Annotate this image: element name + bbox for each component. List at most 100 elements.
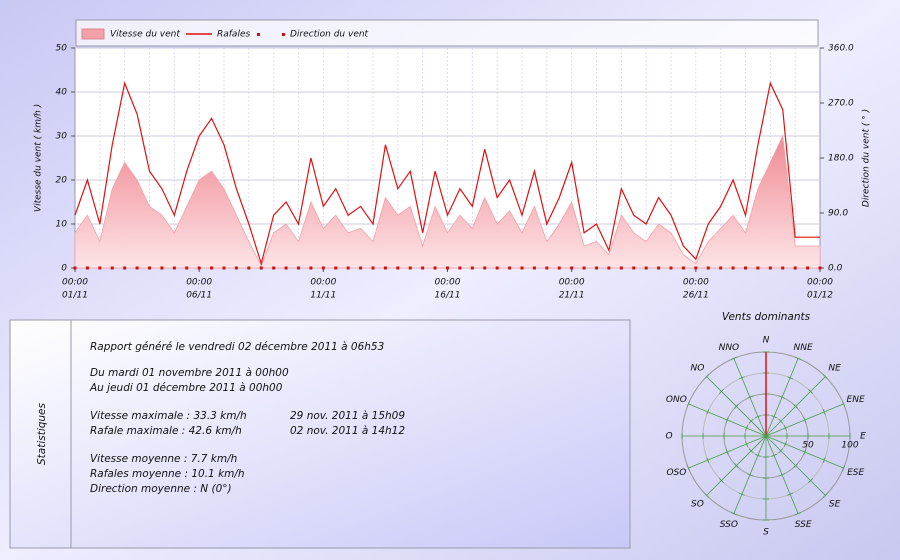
rose-direction: SSO (720, 520, 738, 530)
rose-spoke-tick (779, 395, 785, 399)
max-date: 29 nov. 2011 à 15h09 (290, 410, 405, 422)
direction-dot (123, 266, 127, 270)
y2-tick-label: 360.0 (828, 44, 854, 54)
rose-direction: SSE (795, 520, 812, 530)
max-label: Rafale maximale : 42.6 km/h (90, 425, 242, 437)
rose-spoke-tick (747, 395, 753, 399)
direction-dot (520, 266, 524, 270)
direction-dot (706, 266, 710, 270)
direction-dot (234, 266, 238, 270)
rose-spoke-tick (686, 465, 690, 472)
gust-line (74, 81, 820, 266)
y2-tick-label: 270.0 (828, 99, 854, 109)
direction-dot (110, 266, 114, 270)
direction-dot (309, 266, 313, 270)
rose-spoke-tick (795, 512, 802, 516)
rose-direction: NNO (719, 343, 740, 353)
x-tick-time: 00:00 (807, 278, 833, 288)
rose-spoke-tick (725, 449, 729, 455)
direction-dot (607, 266, 611, 270)
direction-dot (781, 266, 785, 270)
y-tick-label: 40 (56, 88, 68, 98)
y-tick-label: 50 (56, 44, 68, 54)
rose-spoke-tick (755, 453, 761, 457)
rose-direction: S (763, 528, 769, 538)
rose-spoke-tick (738, 376, 745, 380)
period: Du mardi 01 novembre 2011 à 00h00 (90, 367, 289, 379)
rose-spoke-tick (704, 492, 710, 498)
direction-dot (396, 266, 400, 270)
direction-dot (669, 266, 673, 270)
rose-spoke-tick (771, 415, 777, 419)
period: Au jeudi 01 décembre 2011 à 00h00 (89, 382, 283, 394)
y-tick-label: 30 (56, 132, 68, 142)
rose-spoke-tick (787, 376, 794, 380)
legend-label: Rafales (217, 30, 250, 40)
x-tick-time: 00:00 (62, 278, 88, 288)
direction-dot (768, 266, 772, 270)
direction-dot (346, 266, 350, 270)
legend-label: Vitesse du vent (110, 30, 180, 40)
rose-spoke-tick (745, 441, 749, 447)
rose-spoke-tick (803, 417, 807, 423)
direction-dot (222, 266, 226, 270)
direction-dot (210, 266, 214, 270)
direction-dot (259, 266, 263, 270)
x-tick-label: 21/11 (559, 291, 585, 301)
average: Vitesse moyenne : 7.7 km/h (90, 453, 237, 465)
rose-spoke-tick (719, 389, 724, 394)
direction-dot (85, 266, 89, 270)
direction-dot (644, 266, 648, 270)
y-tick-label: 20 (56, 176, 68, 186)
rose-spoke-tick (748, 418, 754, 424)
max-label: Vitesse maximale : 33.3 km/h (90, 410, 247, 422)
direction-dot (557, 266, 561, 270)
report: Rapport généré le vendredi 02 décembre 2… (90, 341, 384, 353)
rose-spoke-tick (747, 473, 753, 477)
rose-spoke-tick (733, 463, 739, 469)
rose-spoke-tick (795, 356, 802, 360)
x-tick-label: 11/11 (310, 291, 336, 301)
rose-spoke-tick (730, 512, 737, 516)
rose-spoke-tick (822, 492, 828, 498)
direction-dot (532, 266, 536, 270)
rose-spoke-tick (783, 441, 787, 447)
rose-spoke-tick (725, 417, 729, 423)
direction-dot (495, 266, 499, 270)
rose-spoke-tick (755, 415, 761, 419)
rose-spoke-tick (738, 492, 745, 496)
direction-dot (458, 266, 462, 270)
x-tick-label: 01/11 (62, 291, 88, 301)
rose-spoke-tick (719, 478, 724, 483)
legend-swatch (81, 28, 105, 40)
rose-spoke-tick (803, 449, 807, 455)
direction-dot (359, 266, 363, 270)
direction-dot (818, 266, 822, 270)
direction-dot (756, 266, 760, 270)
rose-spoke-tick (842, 400, 846, 407)
rose-direction: ESE (847, 468, 864, 478)
rose-direction: SE (829, 499, 841, 509)
direction-dot (297, 266, 300, 270)
rose-spoke-tick (733, 403, 739, 409)
direction-dot (135, 266, 139, 270)
rose-tick-label: 100 (841, 441, 858, 451)
direction-dot (619, 266, 623, 270)
average: Rafales moyenne : 10.1 km/h (90, 468, 245, 480)
y-tick-label: 10 (56, 220, 68, 230)
rose-direction: ONO (666, 395, 687, 405)
rose-spoke-tick (686, 400, 690, 407)
x-tick-label: 01/12 (807, 291, 833, 301)
y-tick-label: 0 (61, 264, 67, 274)
rose-tick-label: 50 (802, 441, 814, 451)
rose-spoke-tick (771, 453, 777, 457)
rose-spoke-tick (706, 408, 710, 415)
direction-dot (657, 266, 661, 270)
rose-spoke-tick (808, 478, 813, 483)
rose-spoke-tick (730, 356, 737, 360)
direction-dot (793, 266, 797, 270)
x-tick-time: 00:00 (683, 278, 709, 288)
rose-direction: ENE (847, 395, 865, 405)
rose-spoke-tick (704, 374, 710, 380)
